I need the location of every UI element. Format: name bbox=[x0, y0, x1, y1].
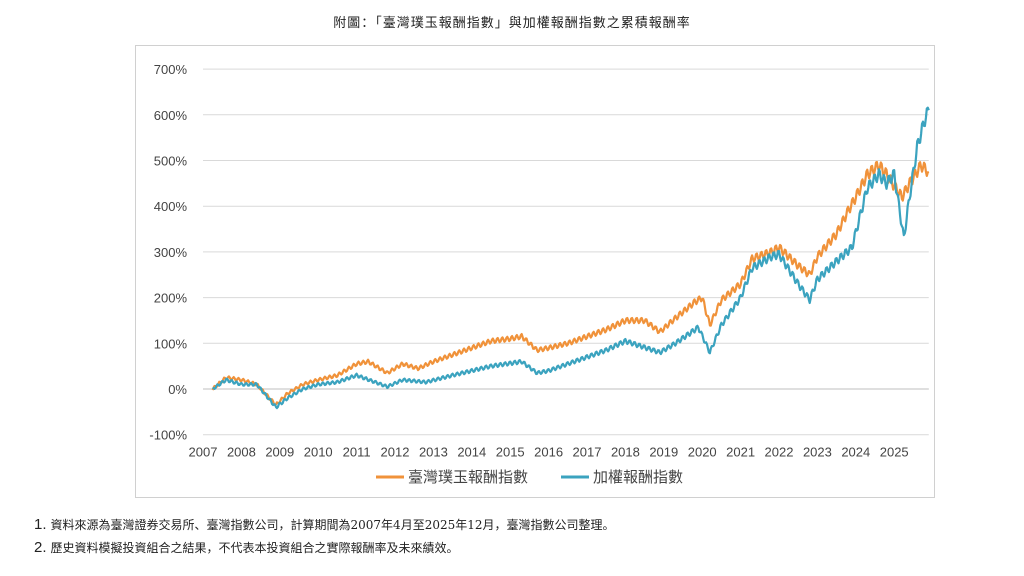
x-tick-label: 2016 bbox=[534, 445, 563, 460]
x-tick-label: 2019 bbox=[649, 445, 678, 460]
x-tick-label: 2015 bbox=[496, 445, 525, 460]
legend-label: 臺灣璞玉報酬指數 bbox=[408, 468, 528, 486]
x-tick-label: 2023 bbox=[803, 445, 832, 460]
line-chart: -100% 0% 100% 200% 300% 400% 500% 600% 700% 2007 2… bbox=[149, 62, 930, 486]
y-tick-label: -100% bbox=[149, 428, 187, 443]
y-tick-label: 200% bbox=[154, 291, 188, 306]
x-tick-label: 2020 bbox=[688, 445, 717, 460]
x-tick-label: 2009 bbox=[265, 445, 294, 460]
x-tick-label: 2010 bbox=[304, 445, 333, 460]
footnote-2: 2. 歷史資料模擬投資組合之結果，不代表本投資組合之實際報酬率及未來績效。 bbox=[34, 539, 459, 556]
x-tick-label: 2022 bbox=[765, 445, 794, 460]
y-tick-label: 100% bbox=[154, 336, 188, 351]
x-tick-label: 2021 bbox=[726, 445, 755, 460]
y-tick-label: 300% bbox=[154, 245, 188, 260]
x-tick-label: 2013 bbox=[419, 445, 448, 460]
y-tick-label: 500% bbox=[154, 154, 188, 169]
x-tick-label: 2012 bbox=[381, 445, 410, 460]
x-tick-label: 2025 bbox=[880, 445, 909, 460]
footnote-number: 1. bbox=[34, 516, 47, 533]
chart-frame: -100% 0% 100% 200% 300% 400% 500% 600% 700% 2007 2… bbox=[135, 45, 935, 498]
x-tick-label: 2008 bbox=[227, 445, 256, 460]
series-line-1 bbox=[211, 160, 930, 407]
x-tick-label: 2007 bbox=[189, 445, 218, 460]
x-tick-label: 2017 bbox=[573, 445, 602, 460]
series-line-2 bbox=[212, 106, 930, 410]
y-tick-label: 400% bbox=[154, 199, 188, 214]
x-tick-label: 2014 bbox=[457, 445, 486, 460]
x-tick-label: 2024 bbox=[841, 445, 870, 460]
y-tick-label: 700% bbox=[154, 62, 188, 77]
legend-label: 加權報酬指數 bbox=[593, 468, 683, 486]
footnote-text: 歷史資料模擬投資組合之結果，不代表本投資組合之實際報酬率及未來績效。 bbox=[50, 541, 459, 555]
y-tick-label: 0% bbox=[168, 382, 187, 397]
x-tick-label: 2018 bbox=[611, 445, 640, 460]
footnote-number: 2. bbox=[34, 539, 47, 556]
footnote-1: 1. 資料來源為臺灣證券交易所、臺灣指數公司，計算期間為2007年4月至2025年… bbox=[34, 516, 615, 533]
y-tick-label: 600% bbox=[154, 108, 188, 123]
x-tick-label: 2011 bbox=[343, 445, 371, 460]
footnote-text: 資料來源為臺灣證券交易所、臺灣指數公司，計算期間為2007年4月至2025年12… bbox=[50, 518, 615, 532]
chart-title: 附圖：「臺灣璞玉報酬指數」與加權報酬指數之累積報酬率 bbox=[333, 16, 691, 31]
